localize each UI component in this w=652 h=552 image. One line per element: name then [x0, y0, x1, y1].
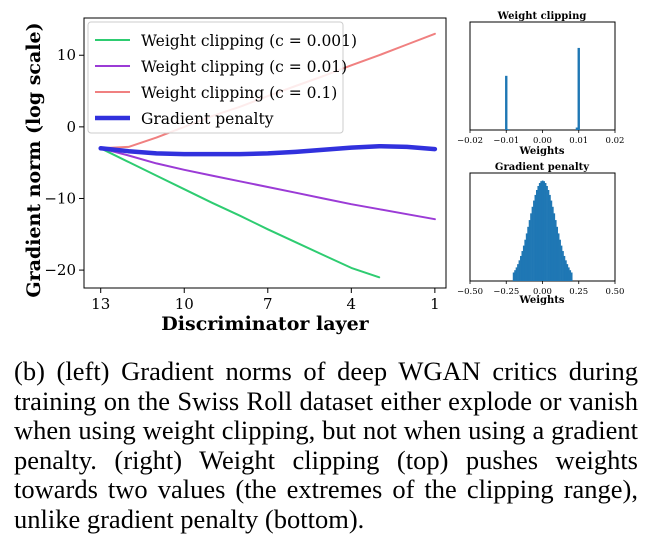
hist-bottom-bar [541, 180, 544, 281]
hist-bottom-bar [554, 220, 557, 281]
hist-bottom-bar [566, 264, 569, 281]
hist-bottom-bar [553, 213, 556, 281]
hist-x-tick-label: 0.00 [533, 287, 552, 297]
hist-bottom-bar [524, 239, 527, 281]
hist-bottom-bar [560, 245, 563, 281]
gradient-penalty-histogram: Gradient penalty −0.50 −0.25 0.00 0.25 0.50 … [457, 162, 625, 306]
legend-box [87, 21, 344, 134]
hist-bottom-bar [533, 200, 535, 281]
hist-bottom-bar [527, 226, 530, 281]
x-tick-label: 1 [430, 295, 440, 313]
hist-bottom-bar [512, 272, 515, 281]
hist-bottom-bar [520, 255, 522, 281]
hist-bottom-bar [551, 206, 554, 281]
legend-label-2: Weight clipping (c = 0.01) [141, 58, 347, 76]
hist-bottom-bar [521, 251, 524, 281]
hist-top-x-axis-label: Weights [518, 146, 564, 157]
main-x-axis-label: Discriminator layer [161, 313, 369, 335]
hist-top-bar [505, 75, 508, 130]
legend: Weight clipping (c = 0.001) Weight clippi… [87, 21, 357, 134]
y-tick-label: −10 [44, 189, 76, 207]
hist-top-bar [577, 47, 580, 130]
hist-x-tick-label: −0.02 [457, 136, 483, 146]
hist-bottom-bar [540, 181, 543, 281]
hist-bottom-bar [517, 264, 519, 281]
y-tick-label: 10 [57, 46, 76, 64]
hist-top-bar [575, 127, 579, 130]
series-line-2 [99, 147, 436, 221]
y-tick-label: −20 [44, 261, 76, 279]
hist-top-bar [506, 129, 510, 130]
hist-bottom-bar [559, 239, 561, 281]
hist-bottom-bar [549, 194, 551, 281]
hist-top-title: Weight clipping [497, 11, 587, 22]
y-tick-label: 0 [66, 118, 76, 136]
hist-x-tick-label: 0.25 [569, 287, 588, 297]
hist-bottom-bar [528, 220, 531, 281]
hist-bottom-bar [515, 267, 518, 281]
hist-bottom-bar [546, 185, 548, 281]
hist-x-tick-label: 0.02 [606, 136, 625, 146]
x-tick-label: 4 [347, 295, 357, 313]
series-line-4 [98, 143, 438, 157]
hist-x-tick-label: −0.25 [493, 287, 519, 297]
main-y-axis-label: Gradient norm (log scale) [23, 22, 45, 297]
x-tick-label: 7 [263, 295, 273, 313]
weight-clipping-histogram: Weight clipping −0.02 −0.01 0.00 0.01 0.02 W… [457, 11, 625, 157]
hist-bottom-title: Gradient penalty [495, 162, 590, 173]
legend-label-3: Weight clipping (c = 0.1) [141, 84, 337, 102]
hist-bottom-bar [518, 260, 521, 281]
hist-bottom-bar [564, 260, 567, 281]
figure-caption: (b) (left) Gradient norms of deep WGAN c… [14, 356, 638, 534]
hist-bottom-bar [538, 183, 541, 281]
hist-bottom-x-axis-label: Weights [518, 295, 564, 306]
gradient-norm-chart: 13 10 7 4 1 10 0 −10 −20 Discriminator layer Gr… [23, 17, 447, 335]
hist-bottom-bar [535, 190, 538, 281]
legend-label-4: Gradient penalty [141, 110, 274, 128]
main-plot-frame [83, 17, 447, 289]
legend-label-1: Weight clipping (c = 0.001) [141, 32, 357, 50]
hist-x-tick-label: −0.01 [493, 136, 519, 146]
hist-bottom-bar [550, 200, 553, 281]
hist-x-tick-label: −0.50 [457, 287, 483, 297]
hist-bottom-bar [562, 251, 564, 281]
hist-bottom-bar [567, 267, 570, 281]
hist-bottom-bar [570, 272, 573, 281]
hist-bottom-bar [531, 206, 534, 281]
hist-x-tick-label: 0.00 [533, 136, 552, 146]
hist-bottom-bar [556, 226, 559, 281]
hist-bottom-bar [557, 233, 560, 281]
series-line-1 [99, 147, 381, 279]
hist-bottom-bar [547, 190, 550, 281]
hist-bottom-bar [522, 245, 525, 281]
hist-bottom-bar [530, 213, 532, 281]
x-tick-label: 13 [91, 295, 110, 313]
hist-bottom-bar [543, 181, 545, 281]
hist-bottom-bar [534, 194, 537, 281]
x-tick-label: 10 [175, 295, 194, 313]
hist-x-tick-label: 0.50 [606, 287, 625, 297]
hist-top-frame [469, 21, 616, 131]
hist-bottom-bar [563, 255, 566, 281]
hist-bottom-bar [537, 185, 540, 281]
hist-bottom-bar [525, 233, 528, 281]
hist-bottom-bar [569, 270, 572, 281]
hist-bottom-bar [514, 270, 516, 281]
hist-x-tick-label: 0.01 [569, 136, 588, 146]
figure: 13 10 7 4 1 10 0 −10 −20 Discriminator layer Gr… [23, 11, 625, 335]
hist-bottom-bar [544, 183, 547, 281]
